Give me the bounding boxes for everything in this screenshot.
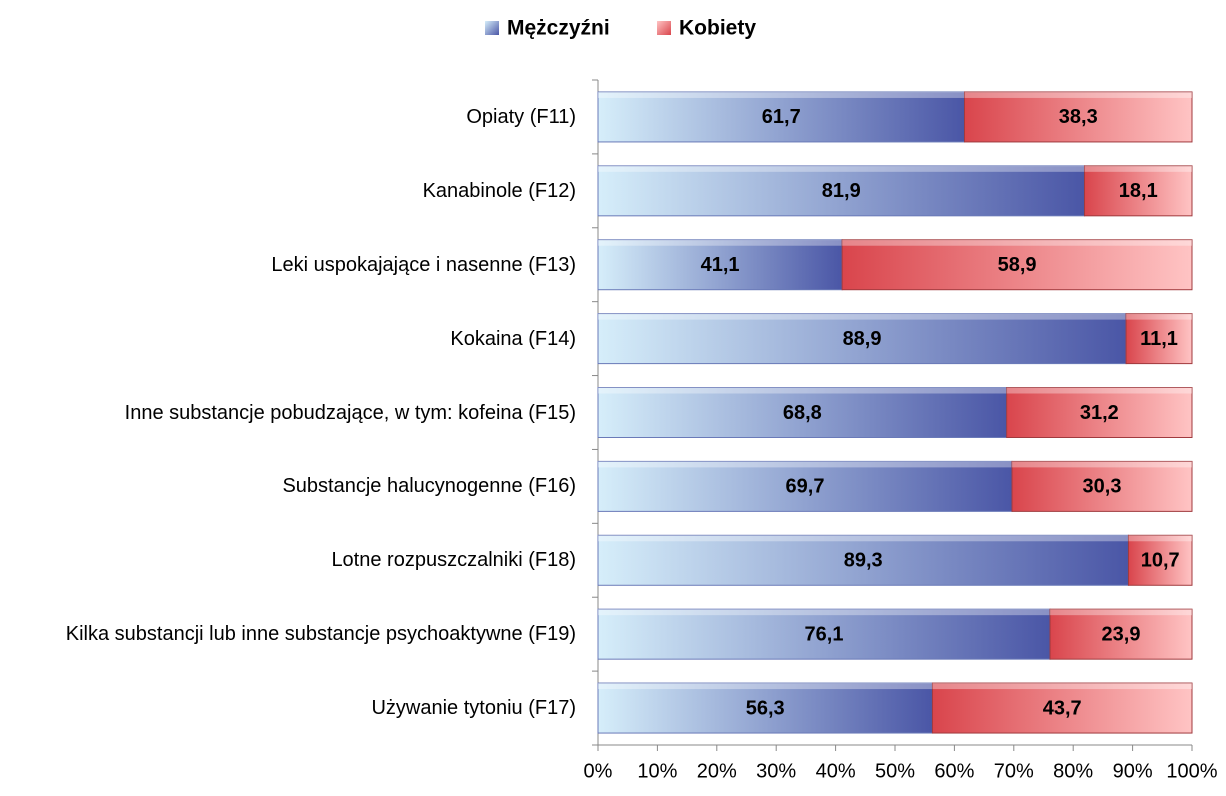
x-tick-label: 40% [816, 760, 856, 782]
category-label: Kokaina (F14) [450, 327, 576, 350]
bar-segment [1127, 534, 1193, 586]
x-tick-label: 80% [1053, 760, 1093, 782]
bar-shine [1128, 535, 1192, 542]
bar-segment [597, 534, 1129, 586]
bar-shine [1084, 165, 1192, 172]
bar-segment [597, 313, 1127, 365]
category-label: Lotne rozpuszczalniki (F18) [331, 549, 576, 572]
value-label: 69,7 [786, 476, 825, 498]
legend-label: Kobiety [679, 17, 756, 40]
value-label: 31,2 [1080, 402, 1119, 424]
value-label: 61,7 [762, 106, 801, 128]
bar-segment [597, 91, 965, 143]
bar-shine [598, 165, 1085, 172]
legend-label: Mężczyźni [507, 17, 610, 40]
category-label: Opiaty (F11) [466, 105, 576, 128]
value-label: 58,9 [998, 254, 1037, 276]
bar-shine [598, 313, 1127, 320]
category-label: Kanabinole (F12) [422, 179, 576, 202]
bar-shine [598, 683, 933, 690]
bar-segment [597, 460, 1013, 512]
value-label: 38,3 [1059, 106, 1098, 128]
bar-segment [597, 165, 1085, 217]
x-tick-label: 100% [1166, 760, 1217, 782]
value-label: 43,7 [1043, 697, 1082, 719]
value-label: 11,1 [1140, 328, 1178, 350]
x-tick-label: 0% [584, 760, 613, 782]
bar-segment [1011, 460, 1193, 512]
bar-segment [841, 239, 1193, 291]
bar-shine [932, 683, 1192, 690]
value-label: 18,1 [1119, 180, 1158, 202]
category-label: Leki uspokajające i nasenne (F13) [271, 253, 576, 276]
category-label: Używanie tytoniu (F17) [371, 697, 576, 720]
value-label: 10,7 [1141, 550, 1180, 572]
value-label: 30,3 [1083, 476, 1122, 498]
value-label: 88,9 [843, 328, 882, 350]
x-tick-label: 50% [875, 760, 915, 782]
value-label: 56,3 [746, 697, 785, 719]
value-label: 89,3 [844, 550, 883, 572]
bar-segment [1125, 313, 1193, 365]
bar-shine [842, 239, 1192, 246]
bar-shine [598, 535, 1129, 542]
bar-shine [598, 239, 843, 246]
x-tick-label: 60% [934, 760, 974, 782]
value-label: 23,9 [1102, 623, 1141, 645]
x-tick-label: 30% [756, 760, 796, 782]
bar-shine [598, 91, 965, 98]
x-tick-label: 20% [697, 760, 737, 782]
bar-shine [1012, 461, 1192, 468]
bar-segment [963, 91, 1193, 143]
value-label: 41,1 [701, 254, 740, 276]
x-tick-label: 70% [994, 760, 1034, 782]
bar-shine [1126, 313, 1192, 320]
bar-shine [598, 461, 1013, 468]
bar-segment [1083, 165, 1193, 217]
bar-shine [598, 609, 1051, 616]
x-tick-label: 10% [637, 760, 677, 782]
bar-shine [1006, 387, 1192, 394]
bar-segment [931, 682, 1193, 734]
value-label: 76,1 [805, 623, 844, 645]
bar-segment [597, 387, 1008, 438]
legend-swatch [485, 21, 499, 35]
category-label: Kilka substancji lub inne substancje psy… [65, 623, 576, 646]
bar-segment [597, 608, 1051, 660]
x-tick-label: 90% [1113, 760, 1153, 782]
category-label: Substancje halucynogenne (F16) [282, 475, 576, 498]
value-label: 81,9 [822, 180, 861, 202]
bar-shine [964, 91, 1192, 98]
bar-shine [1050, 609, 1192, 616]
bar-segment [1049, 608, 1193, 660]
category-label: Inne substancje pobudzające, w tym: kofe… [124, 401, 576, 424]
bar-segment [1006, 387, 1193, 438]
value-label: 68,8 [783, 402, 822, 424]
bar-shine [598, 387, 1007, 394]
bar-segment [597, 682, 933, 734]
legend-swatch [657, 21, 671, 35]
